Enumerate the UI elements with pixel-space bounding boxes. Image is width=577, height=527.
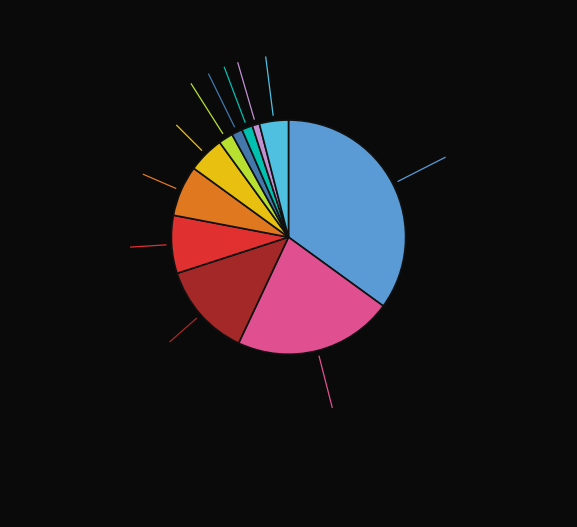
Wedge shape <box>171 215 288 274</box>
Wedge shape <box>242 126 288 237</box>
Wedge shape <box>194 142 288 237</box>
Wedge shape <box>252 124 288 237</box>
Wedge shape <box>220 134 288 237</box>
Wedge shape <box>288 120 406 306</box>
Wedge shape <box>177 237 288 343</box>
Wedge shape <box>260 120 288 237</box>
Wedge shape <box>239 237 383 354</box>
Wedge shape <box>232 130 288 237</box>
Wedge shape <box>174 168 288 237</box>
